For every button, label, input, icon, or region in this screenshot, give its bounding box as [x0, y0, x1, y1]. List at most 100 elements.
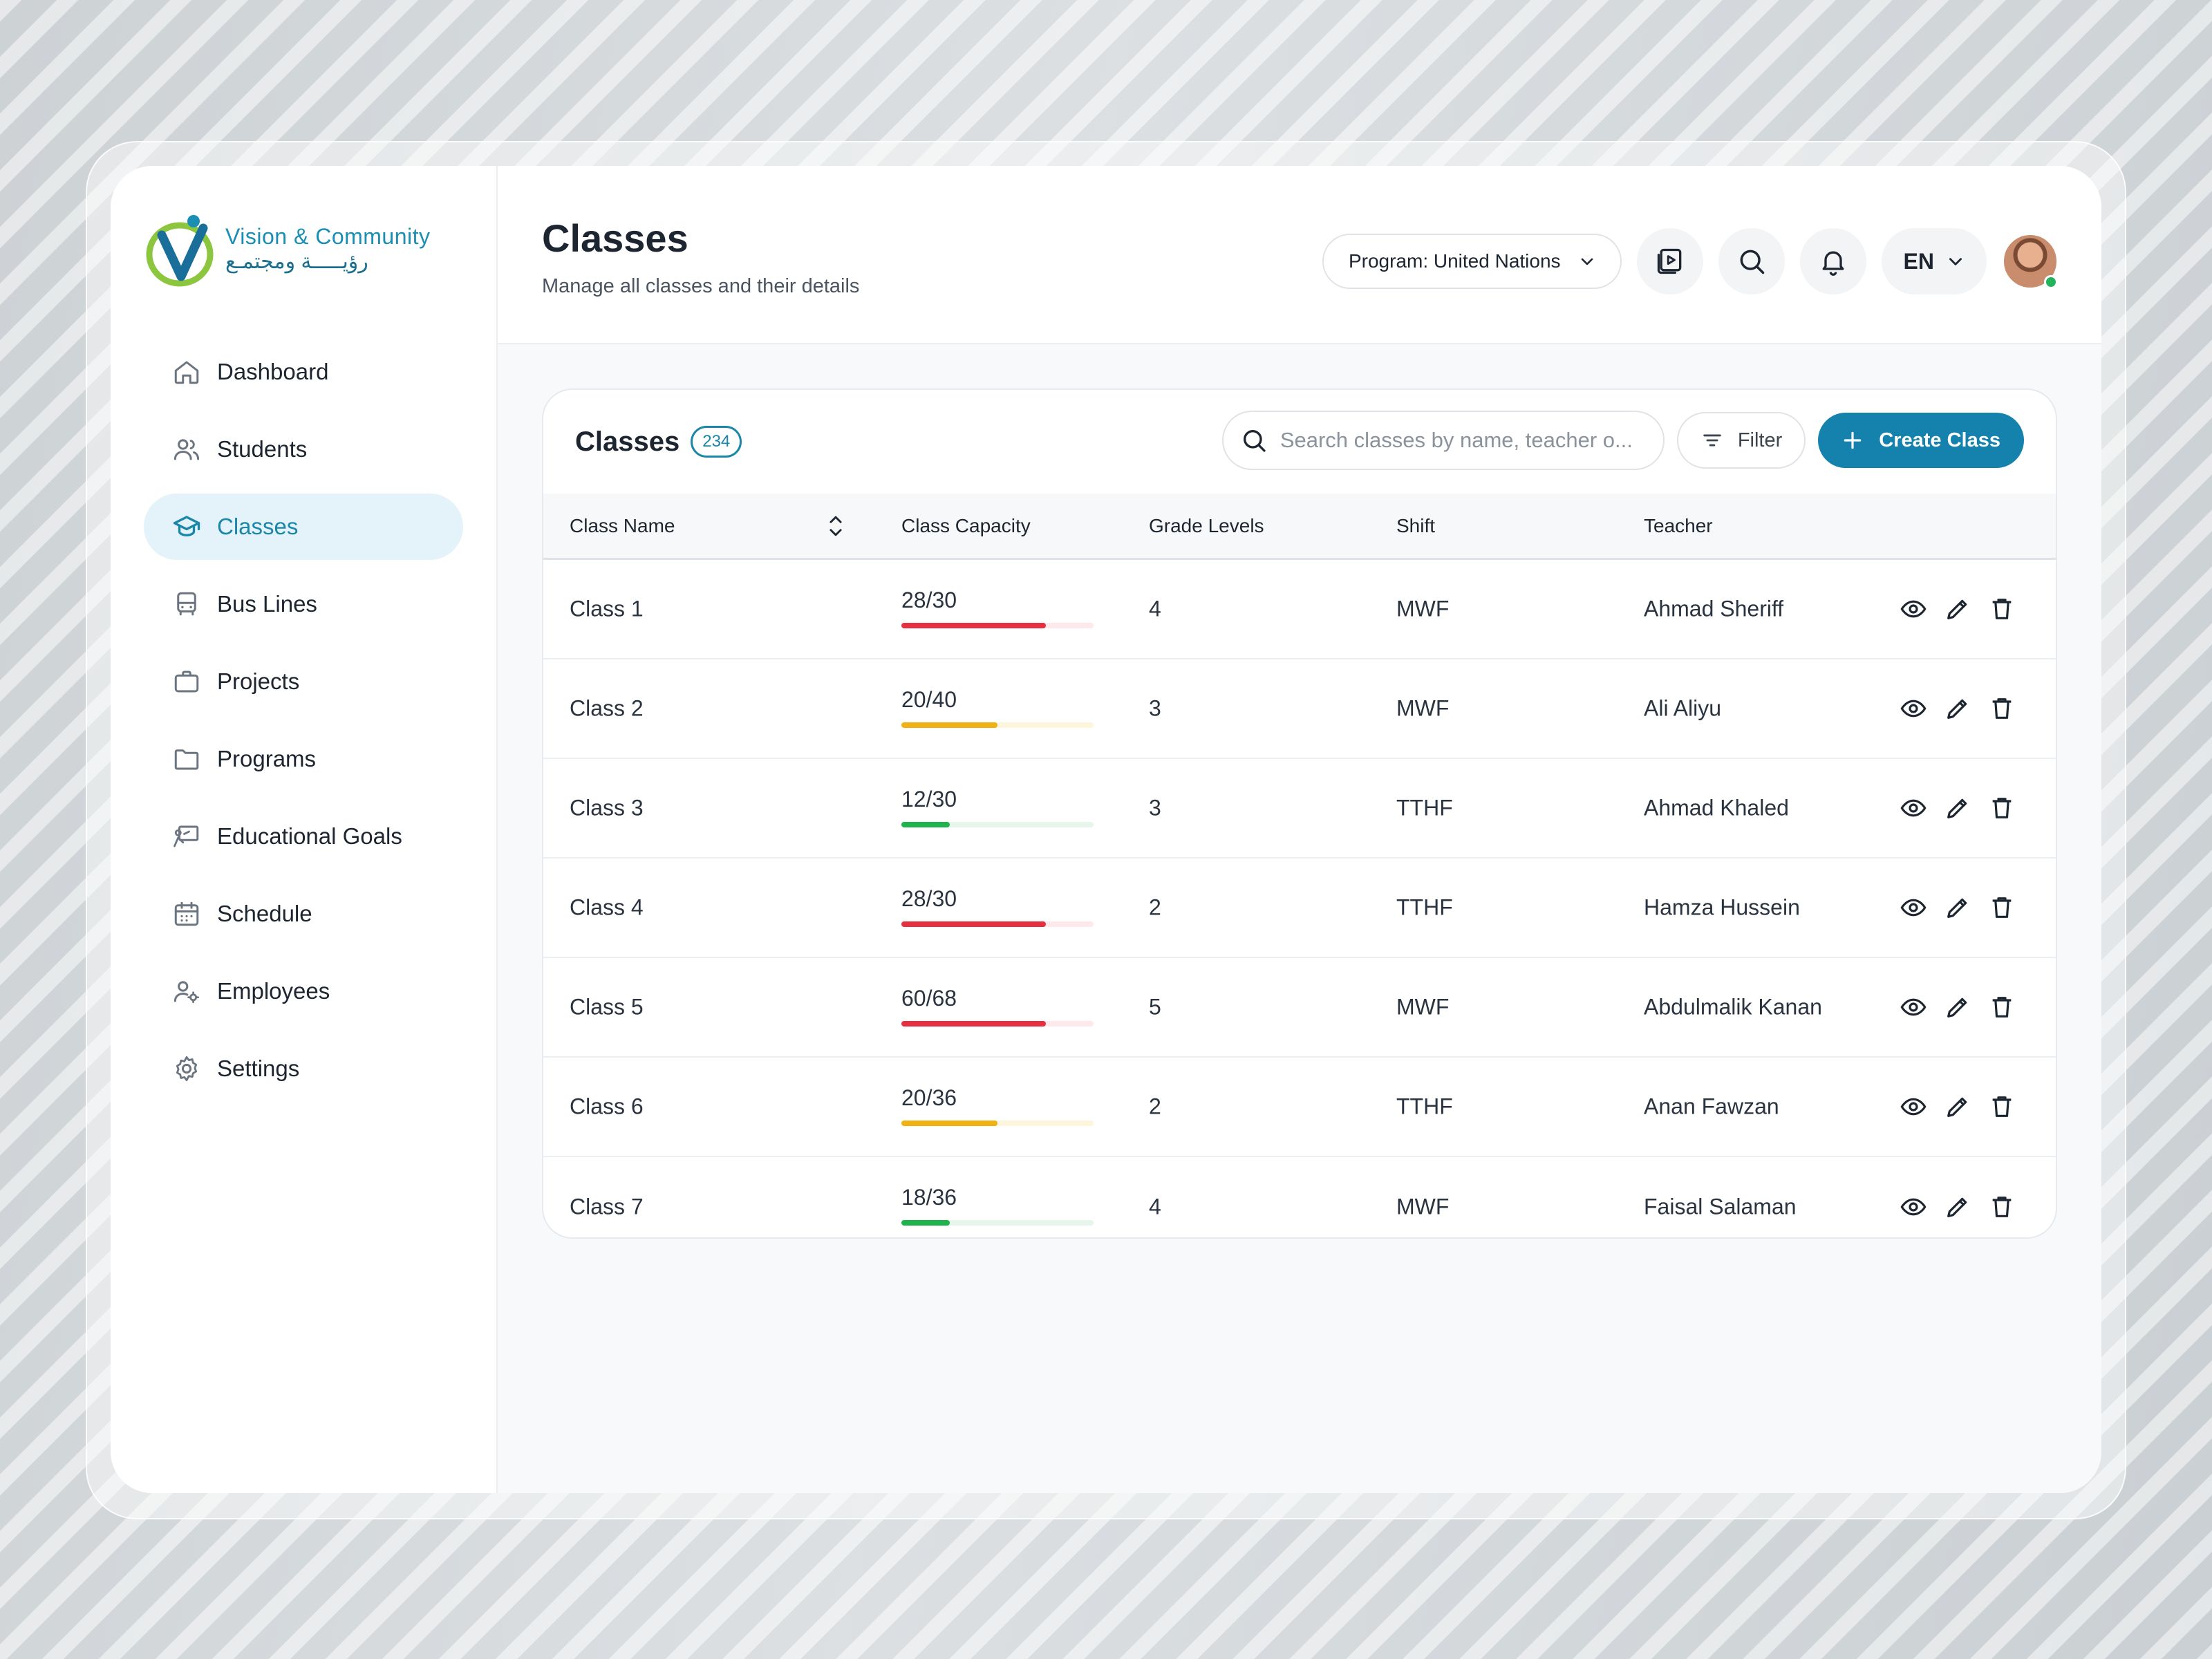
sidebar-item-settings[interactable]: Settings: [144, 1035, 463, 1102]
video-library-icon: [1657, 248, 1681, 274]
classes-card: Classes 234 Filter Create Class: [542, 388, 2057, 1239]
class-name-cell: Class 1: [570, 596, 644, 621]
app-window: Vision & Community رؤيـــــة ومجتمـع Das…: [111, 166, 2101, 1493]
capacity-bar: [901, 623, 1094, 628]
capacity-cell: 20/36: [901, 1085, 1094, 1126]
sidebar-item-label: Programs: [217, 746, 317, 771]
search-box[interactable]: [1221, 411, 1665, 470]
grade-levels-cell: 2: [1149, 894, 1161, 920]
pencil-icon[interactable]: [1944, 1093, 1971, 1121]
column-header-teacher: Teacher: [1644, 514, 1713, 536]
pencil-icon[interactable]: [1944, 1193, 1971, 1221]
capacity-bar: [901, 1220, 1094, 1226]
notifications-button[interactable]: [1799, 228, 1866, 294]
eye-icon[interactable]: [1900, 1093, 1927, 1121]
trash-icon[interactable]: [1988, 794, 2016, 822]
capacity-cell: 18/36: [901, 1185, 1094, 1226]
sidebar: Vision & Community رؤيـــــة ومجتمـع Das…: [111, 166, 498, 1493]
trash-icon[interactable]: [1988, 993, 2016, 1021]
search-input[interactable]: [1280, 428, 1647, 453]
video-library-button[interactable]: [1636, 228, 1703, 294]
teacher-cell: Ahmad Sheriff: [1644, 596, 1784, 621]
table-row[interactable]: Class 7 18/36 4 MWF Faisal Salaman: [543, 1157, 2056, 1237]
capacity-value: 18/36: [901, 1185, 957, 1210]
sidebar-item-students[interactable]: Students: [144, 416, 463, 482]
goal-board-icon: [171, 821, 202, 852]
trash-icon[interactable]: [1988, 1193, 2016, 1221]
table-body: Class 1 28/30 4 MWF Ahmad Sheriff Class 2 20/4…: [543, 560, 2056, 1237]
sort-icon[interactable]: [825, 512, 846, 540]
column-header-class-name[interactable]: Class Name: [570, 514, 675, 536]
user-avatar[interactable]: [2002, 233, 2059, 290]
table-row[interactable]: Class 6 20/36 2 TTHF Anan Fawzan: [543, 1058, 2056, 1157]
shift-cell: MWF: [1396, 1194, 1450, 1219]
sidebar-item-label: Settings: [217, 1056, 300, 1081]
filter-button[interactable]: Filter: [1676, 412, 1806, 469]
table-row[interactable]: Class 3 12/30 3 TTHF Ahmad Khaled: [543, 759, 2056, 859]
capacity-cell: 60/68: [901, 986, 1094, 1027]
sidebar-item-employees[interactable]: Employees: [144, 958, 463, 1024]
brand-name-en: Vision & Community: [225, 223, 431, 249]
sidebar-item-schedule[interactable]: Schedule: [144, 881, 463, 947]
capacity-bar-fill: [901, 722, 997, 728]
trash-icon[interactable]: [1988, 595, 2016, 623]
pencil-icon[interactable]: [1944, 595, 1971, 623]
teacher-cell: Ali Aliyu: [1644, 695, 1722, 721]
sidebar-item-label: Dashboard: [217, 359, 329, 384]
capacity-bar-fill: [901, 1220, 950, 1226]
trash-icon[interactable]: [1988, 894, 2016, 921]
language-label: EN: [1903, 248, 1934, 274]
trash-icon[interactable]: [1988, 1093, 2016, 1121]
eye-icon[interactable]: [1900, 794, 1927, 822]
eye-icon[interactable]: [1900, 993, 1927, 1021]
grade-levels-cell: 5: [1149, 994, 1161, 1020]
chevron-down-icon: [1949, 258, 1962, 265]
class-name-cell: Class 7: [570, 1194, 644, 1219]
capacity-bar-fill: [901, 822, 950, 827]
sidebar-item-programs[interactable]: Programs: [144, 726, 463, 792]
table-row[interactable]: Class 4 28/30 2 TTHF Hamza Hussein: [543, 859, 2056, 958]
search-icon: [1740, 250, 1764, 274]
sidebar-item-dashboard[interactable]: Dashboard: [144, 339, 463, 405]
sidebar-item-label: Employees: [217, 978, 330, 1004]
sidebar-item-bus-lines[interactable]: Bus Lines: [144, 571, 463, 637]
eye-icon[interactable]: [1900, 1193, 1927, 1221]
table-row[interactable]: Class 2 20/40 3 MWF Ali Aliyu: [543, 659, 2056, 759]
shift-cell: TTHF: [1396, 1094, 1453, 1119]
trash-icon[interactable]: [1988, 695, 2016, 722]
eye-icon[interactable]: [1900, 894, 1927, 921]
table-header: Class Name Class Capacity Grade Levels S…: [543, 494, 2056, 560]
search-icon: [1243, 430, 1266, 452]
shift-cell: TTHF: [1396, 894, 1453, 920]
plus-icon: [1844, 431, 1862, 449]
table-row[interactable]: Class 5 60/68 5 MWF Abdulmalik Kanan: [543, 958, 2056, 1058]
column-header-capacity: Class Capacity: [901, 514, 1031, 536]
pencil-icon[interactable]: [1944, 695, 1971, 722]
brand-logo[interactable]: Vision & Community رؤيـــــة ومجتمـع: [144, 207, 463, 290]
program-select-label: Program: United Nations: [1348, 250, 1561, 272]
user-gear-icon: [171, 976, 202, 1006]
eye-icon[interactable]: [1900, 695, 1927, 722]
sidebar-item-educational-goals[interactable]: Educational Goals: [144, 803, 463, 870]
capacity-cell: 20/40: [901, 687, 1094, 728]
sidebar-item-projects[interactable]: Projects: [144, 648, 463, 715]
program-select[interactable]: Program: United Nations: [1322, 234, 1622, 289]
grade-levels-cell: 3: [1149, 795, 1161, 821]
pencil-icon[interactable]: [1944, 894, 1971, 921]
language-select[interactable]: EN: [1881, 228, 1987, 294]
brand-name-ar: رؤيـــــة ومجتمـع: [225, 250, 368, 274]
global-search-button[interactable]: [1718, 228, 1785, 294]
capacity-bar: [901, 722, 1094, 728]
create-class-button[interactable]: Create Class: [1818, 413, 2024, 468]
table-row[interactable]: Class 1 28/30 4 MWF Ahmad Sheriff: [543, 560, 2056, 659]
main-area: Classes Manage all classes and their det…: [498, 166, 2101, 1493]
capacity-bar-fill: [901, 623, 1046, 628]
page-title: Classes: [542, 216, 688, 260]
teacher-cell: Faisal Salaman: [1644, 1194, 1797, 1219]
pencil-icon[interactable]: [1944, 993, 1971, 1021]
sidebar-item-classes[interactable]: Classes: [144, 494, 463, 560]
gear-icon: [171, 1053, 202, 1084]
sidebar-item-label: Bus Lines: [217, 591, 317, 617]
eye-icon[interactable]: [1900, 595, 1927, 623]
pencil-icon[interactable]: [1944, 794, 1971, 822]
